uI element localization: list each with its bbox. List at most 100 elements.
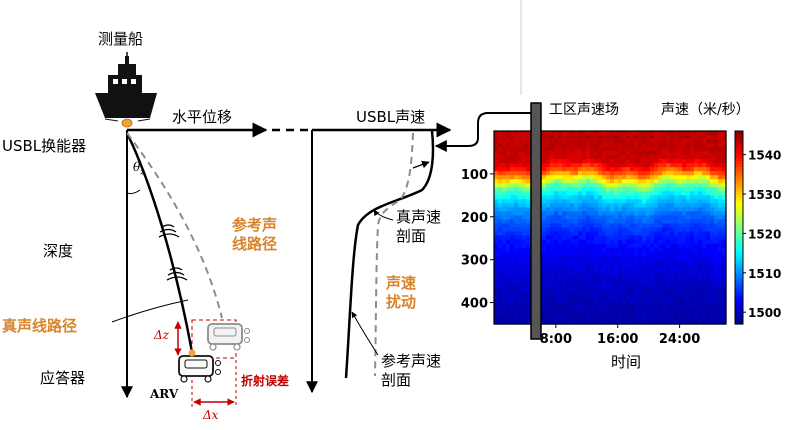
heatmap-cell <box>610 291 615 297</box>
heatmap-cell <box>630 215 635 221</box>
heatmap-cell <box>678 203 683 208</box>
heatmap-cell <box>670 211 675 217</box>
colorbar-segment <box>735 287 743 292</box>
heatmap-cell <box>650 291 655 297</box>
heatmap-cell <box>634 199 639 204</box>
heatmap-cell <box>518 295 523 301</box>
heatmap-cell <box>526 163 531 168</box>
heatmap-cell <box>554 203 559 208</box>
heatmap-cell <box>678 251 683 257</box>
heatmap-cell <box>578 235 583 241</box>
heatmap-cell <box>562 183 567 188</box>
colorbar-segment <box>735 275 743 280</box>
heatmap-cell <box>662 147 667 152</box>
heatmap-cell <box>722 199 727 204</box>
heatmap-frame <box>493 130 727 325</box>
heatmap-cell <box>626 303 631 309</box>
heatmap-cell <box>546 231 551 237</box>
heatmap-cell <box>590 163 595 168</box>
heatmap-cell <box>494 251 499 257</box>
depth-label: 深度 <box>43 242 74 260</box>
heatmap-cell <box>570 255 575 261</box>
heatmap-cell <box>670 223 675 229</box>
heatmap-cell <box>654 179 659 184</box>
heatmap-cell <box>506 255 511 261</box>
true-profile-leader <box>373 209 394 221</box>
heatmap-cell <box>590 191 595 196</box>
heatmap-cell <box>658 303 663 309</box>
heatmap-cell <box>602 247 607 253</box>
heatmap-cell <box>702 291 707 297</box>
heatmap-cell <box>614 199 619 204</box>
heatmap-cell <box>662 303 667 309</box>
heatmap-cell <box>642 203 647 208</box>
heatmap-cell <box>566 159 571 164</box>
heatmap-cell <box>654 271 659 277</box>
heatmap-cell <box>658 271 663 277</box>
heatmap-cell <box>494 147 499 152</box>
heatmap-cell <box>674 175 679 180</box>
heatmap-cell <box>558 267 563 273</box>
heatmap-cell <box>618 319 623 325</box>
heatmap-cell <box>706 147 711 152</box>
heatmap-cell <box>674 215 679 221</box>
heatmap-cell <box>518 159 523 164</box>
heatmap-cell <box>614 167 619 172</box>
heatmap-cell <box>566 275 571 281</box>
heatmap-cell <box>722 271 727 277</box>
heatmap-cell <box>598 283 603 289</box>
heatmap-cell <box>574 215 579 221</box>
heatmap-cell <box>514 279 519 285</box>
heatmap-cell <box>610 303 615 309</box>
heatmap-cell <box>634 259 639 265</box>
heatmap-cell <box>634 131 639 136</box>
heatmap-cell <box>722 167 727 172</box>
heatmap-cell <box>542 295 547 301</box>
heatmap-cell <box>594 263 599 269</box>
heatmap-cell <box>702 235 707 241</box>
heatmap-cell <box>694 195 699 200</box>
heatmap-cell <box>618 219 623 225</box>
heatmap-cell <box>502 219 507 225</box>
heatmap-cell <box>570 303 575 309</box>
reference-ray-path-line2: 线路径 <box>232 235 278 253</box>
heatmap-cell <box>626 251 631 257</box>
heatmap-cell <box>542 279 547 285</box>
heatmap-cell <box>546 319 551 325</box>
heatmap-cell <box>618 231 623 237</box>
heatmap-cell <box>558 307 563 313</box>
heatmap-cell <box>670 155 675 160</box>
heatmap-cell <box>710 243 715 249</box>
heatmap-cell <box>562 239 567 245</box>
heatmap-cell <box>650 199 655 204</box>
heatmap-cell <box>498 259 503 265</box>
heatmap-cell <box>550 303 555 309</box>
heatmap-cell <box>518 307 523 313</box>
heatmap-cell <box>658 263 663 269</box>
heatmap-cell <box>598 223 603 229</box>
heatmap-cell <box>498 159 503 164</box>
heatmap-cell <box>550 255 555 261</box>
y-tick-label: 400 <box>461 297 488 312</box>
heatmap-cell <box>606 187 611 192</box>
heatmap-cell <box>502 271 507 277</box>
heatmap-cell <box>562 175 567 180</box>
heatmap-cell <box>718 147 723 152</box>
heatmap-cell <box>674 207 679 213</box>
heatmap-cell <box>662 239 667 245</box>
heatmap-cell <box>598 199 603 204</box>
heatmap-cell <box>686 315 691 321</box>
heatmap-cell <box>662 163 667 168</box>
heatmap-cell <box>618 279 623 285</box>
heatmap-cell <box>662 175 667 180</box>
heatmap-cell <box>494 175 499 180</box>
heatmap-cell <box>658 279 663 285</box>
heatmap-cell <box>498 287 503 293</box>
heatmap-cell <box>678 155 683 160</box>
heatmap-cell <box>610 175 615 180</box>
heatmap-cell <box>502 195 507 200</box>
heatmap-cell <box>514 143 519 148</box>
heatmap-cell <box>678 191 683 196</box>
heatmap-cell <box>722 231 727 237</box>
heatmap-cell <box>654 295 659 301</box>
